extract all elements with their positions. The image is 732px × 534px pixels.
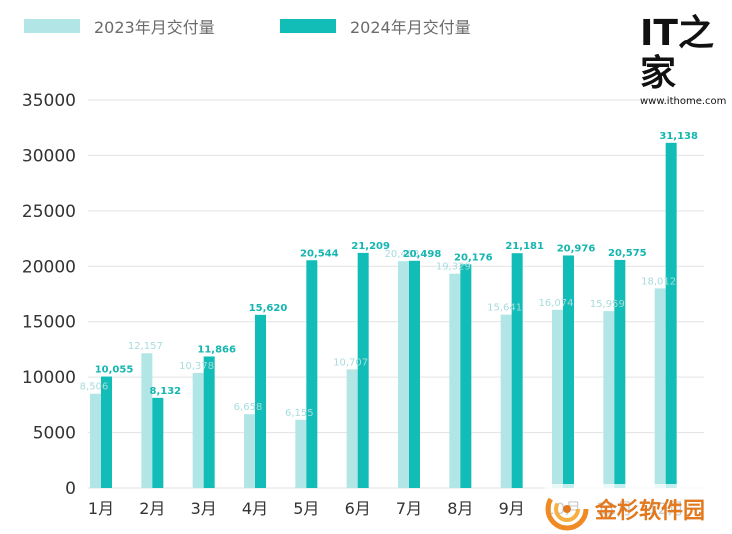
bar-2024 bbox=[203, 356, 215, 488]
ithome-logo: IT之家 www.ithome.com bbox=[640, 14, 726, 108]
y-tick-label: 15000 bbox=[22, 313, 76, 333]
data-label-2023: 19,329 bbox=[436, 262, 471, 273]
legend-label-2023: 2023年月交付量 bbox=[94, 18, 215, 37]
bar-2024 bbox=[101, 376, 112, 488]
y-tick-label: 35000 bbox=[22, 91, 76, 111]
x-tick-label: 1月 bbox=[88, 499, 114, 518]
data-label-2024: 8,132 bbox=[150, 386, 182, 397]
data-label-2024: 15,620 bbox=[249, 303, 288, 314]
data-label-2023: 15,641 bbox=[487, 303, 522, 314]
data-label-2024: 11,866 bbox=[197, 344, 236, 355]
ithome-logo-text: IT之家 bbox=[640, 13, 714, 94]
data-label-2024: 20,544 bbox=[300, 248, 339, 259]
x-tick-label: 5月 bbox=[293, 499, 319, 518]
x-tick-label: 8月 bbox=[447, 499, 473, 518]
bar-2023 bbox=[192, 372, 204, 488]
bar-2024 bbox=[357, 252, 369, 488]
bar-2023 bbox=[398, 261, 409, 488]
y-tick-label: 0 bbox=[65, 479, 76, 499]
data-label-2023: 12,157 bbox=[128, 341, 163, 352]
data-label-2023: 6,155 bbox=[285, 408, 314, 419]
legend-item-2024: 2024年月交付量 bbox=[280, 14, 471, 38]
bar-2024 bbox=[152, 397, 164, 488]
bar-2024 bbox=[255, 314, 266, 488]
x-tick-label: 6月 bbox=[345, 499, 371, 518]
x-tick-label: 3月 bbox=[191, 499, 217, 518]
data-label-2023: 10,707 bbox=[333, 357, 368, 368]
bar-2023 bbox=[552, 309, 563, 488]
y-tick-label: 25000 bbox=[22, 202, 76, 222]
bar-2023 bbox=[603, 311, 615, 488]
bar-2023 bbox=[244, 414, 255, 488]
data-label-2024: 21,181 bbox=[505, 241, 544, 252]
y-tick-label: 5000 bbox=[33, 424, 76, 444]
data-label-2024: 10,055 bbox=[95, 365, 134, 376]
legend-item-2023: 2023年月交付量 bbox=[24, 14, 215, 38]
legend-swatch-2024 bbox=[280, 19, 336, 33]
bar-2024 bbox=[665, 142, 677, 488]
data-label-2024: 20,976 bbox=[557, 243, 596, 254]
data-label-2023: 6,658 bbox=[234, 402, 263, 413]
data-label-2023: 8,506 bbox=[80, 382, 109, 393]
x-tick-label: 2月 bbox=[139, 499, 165, 518]
data-label-2024: 20,575 bbox=[608, 248, 647, 259]
bar-2023 bbox=[654, 288, 666, 488]
bar-2023 bbox=[295, 419, 307, 488]
data-label-2024: 20,498 bbox=[403, 249, 442, 260]
data-label-2024: 20,176 bbox=[454, 252, 493, 263]
x-tick-label: 7月 bbox=[396, 499, 422, 518]
legend-swatch-2023 bbox=[24, 19, 80, 33]
y-tick-label: 10000 bbox=[22, 368, 76, 388]
legend-label-2024: 2024年月交付量 bbox=[350, 18, 471, 37]
x-tick-label: 9月 bbox=[499, 499, 525, 518]
bar-2023 bbox=[346, 369, 358, 488]
watermark-text: 金杉软件园 bbox=[595, 499, 706, 524]
data-label-2023: 20,463 bbox=[385, 249, 420, 260]
ithome-url: www.ithome.com bbox=[640, 96, 727, 107]
x-tick-label: 4月 bbox=[242, 499, 268, 518]
data-label-2023: 10,378 bbox=[179, 361, 214, 372]
bar-2023 bbox=[90, 393, 101, 488]
bar-2024 bbox=[306, 260, 318, 488]
bar-2023 bbox=[141, 353, 153, 488]
data-label-2023: 18,012 bbox=[641, 276, 676, 287]
y-tick-label: 20000 bbox=[22, 257, 76, 277]
bar-2024 bbox=[563, 255, 574, 488]
y-tick-label: 30000 bbox=[22, 146, 76, 166]
bar-2024 bbox=[614, 259, 626, 488]
bar-2024 bbox=[409, 260, 420, 488]
bar-2023 bbox=[449, 273, 461, 488]
swirl-logo-icon bbox=[545, 487, 589, 531]
bar-2024 bbox=[511, 253, 523, 488]
data-label-2024: 21,209 bbox=[351, 241, 390, 252]
data-label-2023: 15,959 bbox=[590, 299, 625, 310]
bar-2023 bbox=[500, 314, 512, 488]
data-label-2024: 31,138 bbox=[659, 131, 698, 142]
jinshan-watermark: 金杉软件园 bbox=[545, 484, 732, 534]
bar-2024 bbox=[460, 264, 472, 488]
data-label-2023: 16,074 bbox=[539, 298, 574, 309]
